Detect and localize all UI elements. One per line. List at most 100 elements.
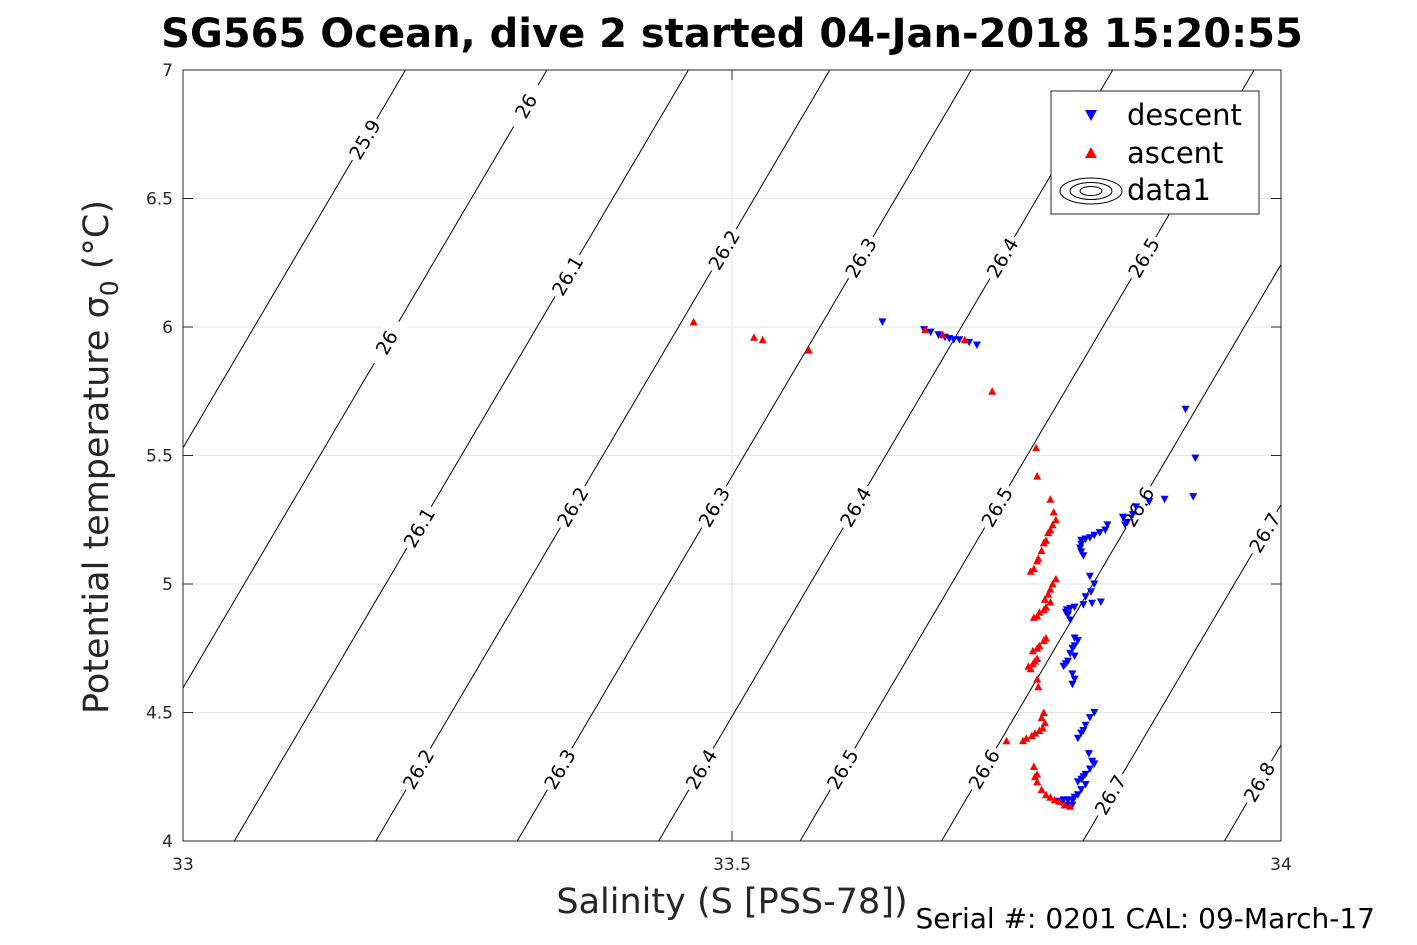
legend-descent-marker (1085, 110, 1097, 121)
descent-point (1068, 644, 1077, 653)
contour-label-background (962, 742, 1006, 796)
ascent-point (1029, 762, 1038, 770)
descent-point (878, 318, 887, 326)
ascent-point (1035, 726, 1044, 734)
ascent-point (1055, 797, 1064, 805)
contour-label-background (1237, 755, 1281, 809)
descent-point (1077, 540, 1086, 549)
descent-point (1132, 503, 1141, 511)
ascent-point (1033, 675, 1042, 683)
ascent-point (1019, 736, 1027, 745)
ascent-point (1051, 515, 1060, 524)
contour-label-background (537, 742, 582, 796)
x-tick-label: 34 (1270, 855, 1292, 875)
legend-descent-label: descent (1127, 98, 1242, 132)
contour-label-background (975, 480, 1019, 534)
legend: descent ascent data1 (1050, 90, 1260, 215)
contour-label-background (550, 480, 595, 534)
ascent-point (1042, 790, 1050, 799)
descent-point (972, 341, 981, 349)
isopycnal-line (183, 70, 548, 689)
y-tick-label: 6 (162, 318, 173, 338)
x-tick-label: 33.5 (713, 855, 751, 875)
descent-point (1059, 662, 1068, 671)
descent-point (1189, 493, 1198, 501)
ascent-point (1046, 793, 1055, 801)
y-axis-label-unit: (°C) (77, 200, 117, 280)
ascent-point (960, 335, 969, 344)
descent-point (1085, 572, 1094, 581)
ascent-point (1044, 590, 1053, 598)
descent-point (1070, 652, 1079, 660)
descent-point (1073, 637, 1082, 645)
ascent-point (1050, 795, 1059, 804)
descent-point (1077, 548, 1086, 556)
descent-point (1073, 778, 1082, 786)
contour-label-background (679, 742, 723, 796)
serial-cal-footer: Serial #: 0201 CAL: 09-March-17 (915, 902, 1375, 935)
ascent-point (1066, 802, 1075, 810)
ascent-point (1060, 801, 1069, 809)
descent-point (949, 336, 958, 344)
data-points (689, 317, 1200, 810)
contour-label-background (1121, 231, 1166, 284)
descent-point (1103, 521, 1112, 529)
descent-point (1145, 498, 1154, 506)
descent-point (1070, 675, 1079, 684)
legend-ascent-label: ascent (1127, 136, 1223, 170)
contour-label-background (397, 501, 441, 554)
legend-data1-label: data1 (1127, 173, 1211, 207)
descent-point (1128, 511, 1137, 519)
ascent-point (804, 346, 813, 354)
chart-title: SG565 Ocean, dive 2 started 04-Jan-2018 … (161, 11, 1303, 57)
contour-label-background (504, 79, 548, 133)
ascent-point (1026, 567, 1035, 575)
isopycnal-line (375, 70, 831, 841)
descent-point (1077, 786, 1086, 794)
ascent-point (1037, 713, 1046, 722)
ascent-point (1039, 636, 1048, 644)
descent-point (926, 328, 935, 337)
isopycnal-line (658, 70, 1114, 841)
y-axis-label-subscript: 0 (95, 280, 124, 296)
ascent-point (1044, 528, 1053, 537)
y-tick-label: 4.5 (146, 704, 173, 724)
ascent-point (938, 330, 947, 339)
ascent-point (1033, 472, 1042, 480)
descent-point (1096, 598, 1105, 606)
descent-point (1079, 601, 1088, 609)
descent-point (1077, 729, 1086, 738)
descent-point (1087, 588, 1095, 596)
descent-point (1068, 670, 1077, 678)
contour-label-background (980, 231, 1024, 284)
descent-point (1160, 495, 1169, 504)
descent-point (1085, 714, 1094, 722)
y-axis-label-main: Potential temperature σ (77, 296, 117, 714)
descent-point (1068, 680, 1077, 689)
descent-point (1073, 734, 1082, 743)
contour-label-background (545, 249, 589, 302)
x-tick-label: 33 (172, 855, 194, 875)
y-axis-label: Potential temperature σ0 (°C) (77, 200, 124, 714)
isopycnal-line (1082, 503, 1281, 841)
isopycnal-line (183, 70, 407, 449)
ascent-point (1037, 546, 1046, 555)
ascent-point (1033, 556, 1042, 565)
ascent-point (1033, 644, 1042, 652)
axis-ticks: 33 33.5 34 4 4.5 5 5.5 6 6.5 7 (146, 61, 1292, 875)
descent-point (1123, 518, 1132, 527)
descent-point (1079, 552, 1088, 560)
x-axis-label: Salinity (S [PSS-78]) (556, 882, 907, 922)
descent-point (1090, 760, 1099, 768)
y-tick-label: 7 (162, 61, 173, 81)
ascent-point (921, 325, 930, 334)
contour-label-background (1088, 768, 1132, 822)
ascent-point (1049, 508, 1058, 516)
y-tick-label: 6.5 (146, 190, 173, 210)
contour-label-background (1242, 506, 1287, 559)
descent-point (1081, 781, 1090, 789)
descent-point (1077, 536, 1086, 545)
ascent-point (1040, 595, 1049, 603)
ascent-point (758, 335, 767, 344)
